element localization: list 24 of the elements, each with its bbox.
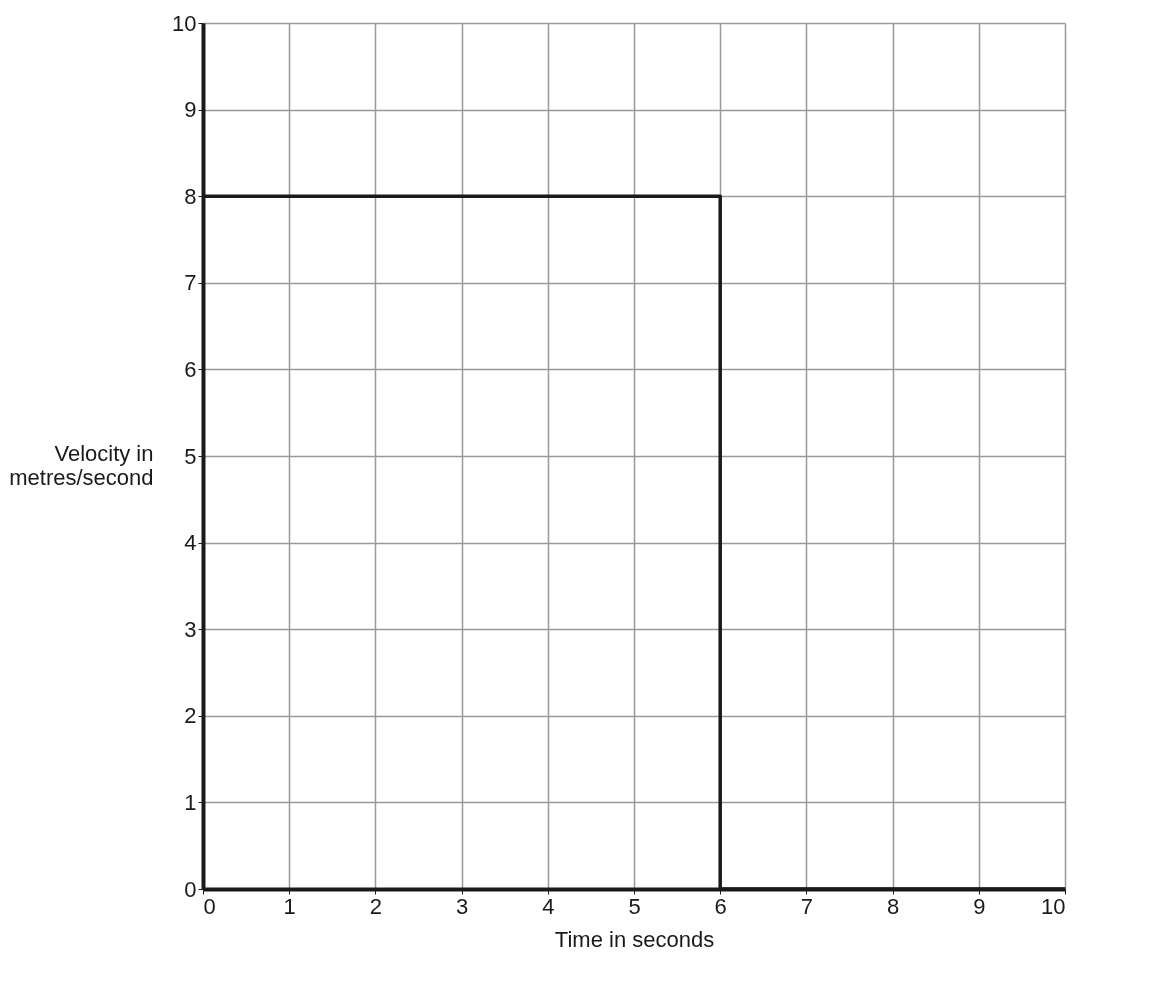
y-axis-title: Velocity in metres/second	[9, 440, 154, 490]
y-tick-label: 4	[184, 530, 197, 556]
x-tick-label: 3	[455, 893, 469, 919]
x-tick-label: 8	[886, 893, 900, 919]
y-tick-label: 0	[184, 876, 197, 902]
y-tick-label: 8	[184, 183, 197, 209]
x-tick-label: 0	[203, 893, 216, 919]
x-tick-label: 2	[369, 893, 383, 919]
x-tick-label: 6	[714, 893, 727, 919]
y-tick-label: 1	[184, 789, 197, 815]
y-tick-label: 7	[184, 270, 197, 296]
y-tick-label: 10	[172, 10, 197, 36]
y-tick-label: 6	[184, 356, 197, 382]
x-tick-label: 4	[542, 893, 555, 919]
x-tick-label: 9	[973, 893, 986, 919]
x-tick-label: 5	[628, 893, 641, 919]
y-tick-label: 3	[184, 616, 197, 642]
x-axis-title: Time in seconds	[554, 926, 715, 952]
y-tick-label: 5	[184, 443, 197, 469]
y-tick-label: 2	[184, 703, 197, 729]
y-tick-label: 9	[184, 97, 197, 123]
x-tick-label: 7	[800, 893, 814, 919]
x-tick-label: 1	[283, 893, 296, 919]
x-tick-label: 10	[1041, 893, 1066, 919]
